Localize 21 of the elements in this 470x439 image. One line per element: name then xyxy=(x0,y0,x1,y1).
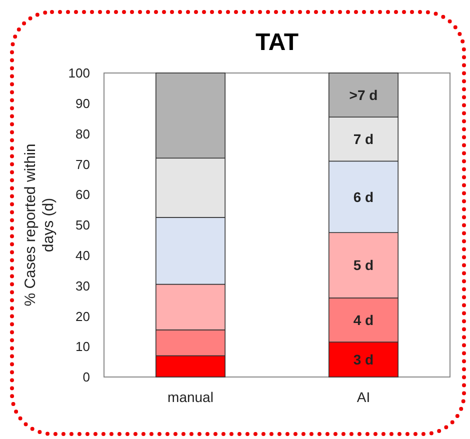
x-tick-label: AI xyxy=(356,388,370,405)
y-tick-label: 90 xyxy=(76,96,90,111)
series-label: >7 d xyxy=(349,86,378,103)
y-tick-label: 60 xyxy=(76,187,90,202)
y-tick-label: 100 xyxy=(68,66,90,81)
y-tick-label: 20 xyxy=(76,308,90,324)
chart-title: TAT xyxy=(255,29,299,56)
y-tick-label: 50 xyxy=(76,218,90,233)
series-label: 7 d xyxy=(353,131,374,148)
series-label: 6 d xyxy=(353,188,374,205)
y-tick-label: 10 xyxy=(76,339,90,354)
y-tick-label: 30 xyxy=(76,278,90,294)
y-tick-label: 40 xyxy=(76,248,90,263)
series-label: 5 d xyxy=(353,257,374,274)
x-tick-label: manual xyxy=(168,388,214,405)
y-tick-label: 0 xyxy=(82,370,90,385)
series-label: 3 d xyxy=(353,351,374,368)
y-axis-title: % Cases reported within days (d) xyxy=(22,144,57,306)
y-tick-label: 80 xyxy=(76,126,90,142)
y-tick-label: 70 xyxy=(76,156,90,172)
series-label: 4 d xyxy=(353,312,374,328)
